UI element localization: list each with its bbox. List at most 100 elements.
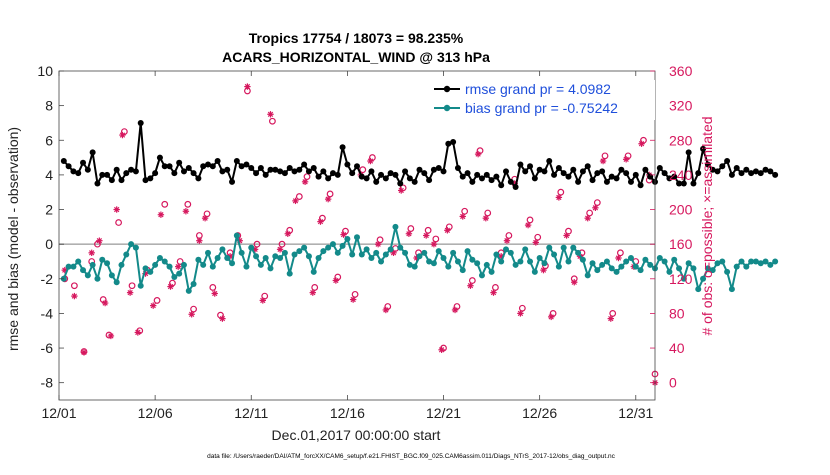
bias-point [349, 251, 356, 258]
obs-possible-marker [453, 303, 461, 310]
bias-point [406, 261, 413, 268]
rmse-point [685, 149, 692, 156]
bias-point [493, 251, 500, 258]
bias-point [156, 255, 163, 262]
obs-possible-marker [286, 226, 294, 234]
bias-point [738, 258, 745, 265]
bias-point [301, 244, 308, 251]
rmse-point [421, 170, 428, 177]
rmse-point [363, 175, 370, 182]
obs-assimilated-marker [119, 131, 126, 139]
y-right-tick-label: 40 [669, 340, 685, 356]
bias-point [84, 272, 91, 279]
y-right-tick-label: 200 [669, 202, 693, 218]
rmse-point [224, 166, 231, 173]
y-left-tick-label: 4 [45, 167, 53, 183]
rmse-point [551, 171, 558, 178]
obs-possible-marker [440, 344, 447, 352]
obs-assimilated-marker [430, 240, 438, 248]
obs-assimilated-marker [188, 311, 195, 318]
rmse-point [180, 168, 187, 175]
rmse-point [89, 149, 96, 156]
rmse-point [152, 170, 159, 177]
bias-point [411, 263, 418, 270]
rmse-point [517, 161, 524, 168]
rmse-point [714, 168, 721, 175]
rmse-point [637, 182, 644, 189]
rmse-point [373, 178, 380, 185]
y-left-tick-label: 0 [45, 236, 53, 252]
obs-assimilated-marker [474, 150, 482, 158]
bias-point [387, 246, 394, 253]
rmse-point [478, 175, 485, 182]
obs-assimilated-marker [309, 289, 316, 296]
rmse-point [666, 175, 673, 182]
rmse-point [214, 158, 221, 165]
rmse-point [440, 168, 447, 175]
bias-point [104, 260, 111, 267]
y-axis-right-label: # of obs: o=possible; ×=assimilated [699, 116, 715, 335]
x-tick-label: 12/26 [522, 405, 557, 421]
rmse-point [445, 140, 452, 147]
y-right-tick-label: 320 [669, 98, 693, 114]
obs-possible-marker [209, 284, 217, 291]
rmse-point [344, 161, 351, 168]
bias-point [382, 251, 389, 258]
obs-possible-marker [368, 154, 376, 161]
obs-possible-marker [136, 327, 144, 335]
rmse-point [387, 170, 394, 177]
obs-assimilated-marker [615, 254, 622, 262]
bias-point [430, 260, 437, 267]
bias-point [584, 272, 591, 279]
rmse-point [329, 170, 336, 177]
obs-possible-marker [120, 128, 128, 136]
bias-point [603, 258, 610, 265]
rmse-point [772, 171, 779, 178]
bias-point [378, 258, 385, 265]
obs-assimilated-marker [547, 313, 555, 321]
rmse-point [757, 170, 764, 177]
obs-assimilated-marker [134, 329, 142, 336]
legend: rmse grand pr = 4.0982 bias grand pr = -… [430, 80, 655, 120]
rmse-point [310, 164, 317, 171]
rmse-point [248, 164, 255, 171]
rmse-point [320, 168, 327, 175]
obs-assimilated-marker [571, 279, 578, 286]
rmse-point [185, 164, 192, 171]
bias-point [176, 270, 183, 277]
rmse-point [334, 171, 341, 178]
bias-point [344, 235, 351, 242]
rmse-point [281, 170, 288, 177]
rmse-point [474, 171, 481, 178]
rmse-point [123, 170, 130, 177]
rmse-point [397, 180, 404, 187]
x-tick-label: 12/21 [426, 405, 461, 421]
rmse-point [690, 180, 697, 187]
rmse-point [464, 170, 471, 177]
rmse-point [546, 158, 553, 165]
bias-point [531, 268, 538, 275]
obs-assimilated-marker [503, 237, 511, 244]
rmse-point [450, 138, 457, 145]
rmse-point [267, 166, 274, 173]
rmse-point [402, 168, 409, 175]
rmse-point [195, 175, 202, 182]
obs-assimilated-marker [423, 232, 430, 239]
obs-assimilated-marker [182, 208, 190, 215]
legend-box [430, 80, 655, 120]
rmse-point [454, 164, 461, 171]
obs-assimilated-marker [599, 157, 607, 165]
rmse-point [762, 166, 769, 173]
bias-point [488, 268, 495, 275]
bias-point [65, 263, 72, 270]
obs-assimilated-marker [150, 302, 157, 309]
data-file-footnote: data file: /Users/raeder/DAI/ATM_forcXX/… [207, 453, 616, 460]
legend-bias-swatch-marker [443, 104, 451, 112]
rmse-point [589, 177, 596, 184]
y-axis-left-label: rmse and bias (model - observation) [5, 127, 21, 351]
rmse-point [738, 170, 745, 177]
bias-point [291, 251, 298, 258]
rmse-point [65, 163, 72, 170]
bias-point [363, 246, 370, 253]
obs-assimilated-marker [88, 249, 95, 257]
